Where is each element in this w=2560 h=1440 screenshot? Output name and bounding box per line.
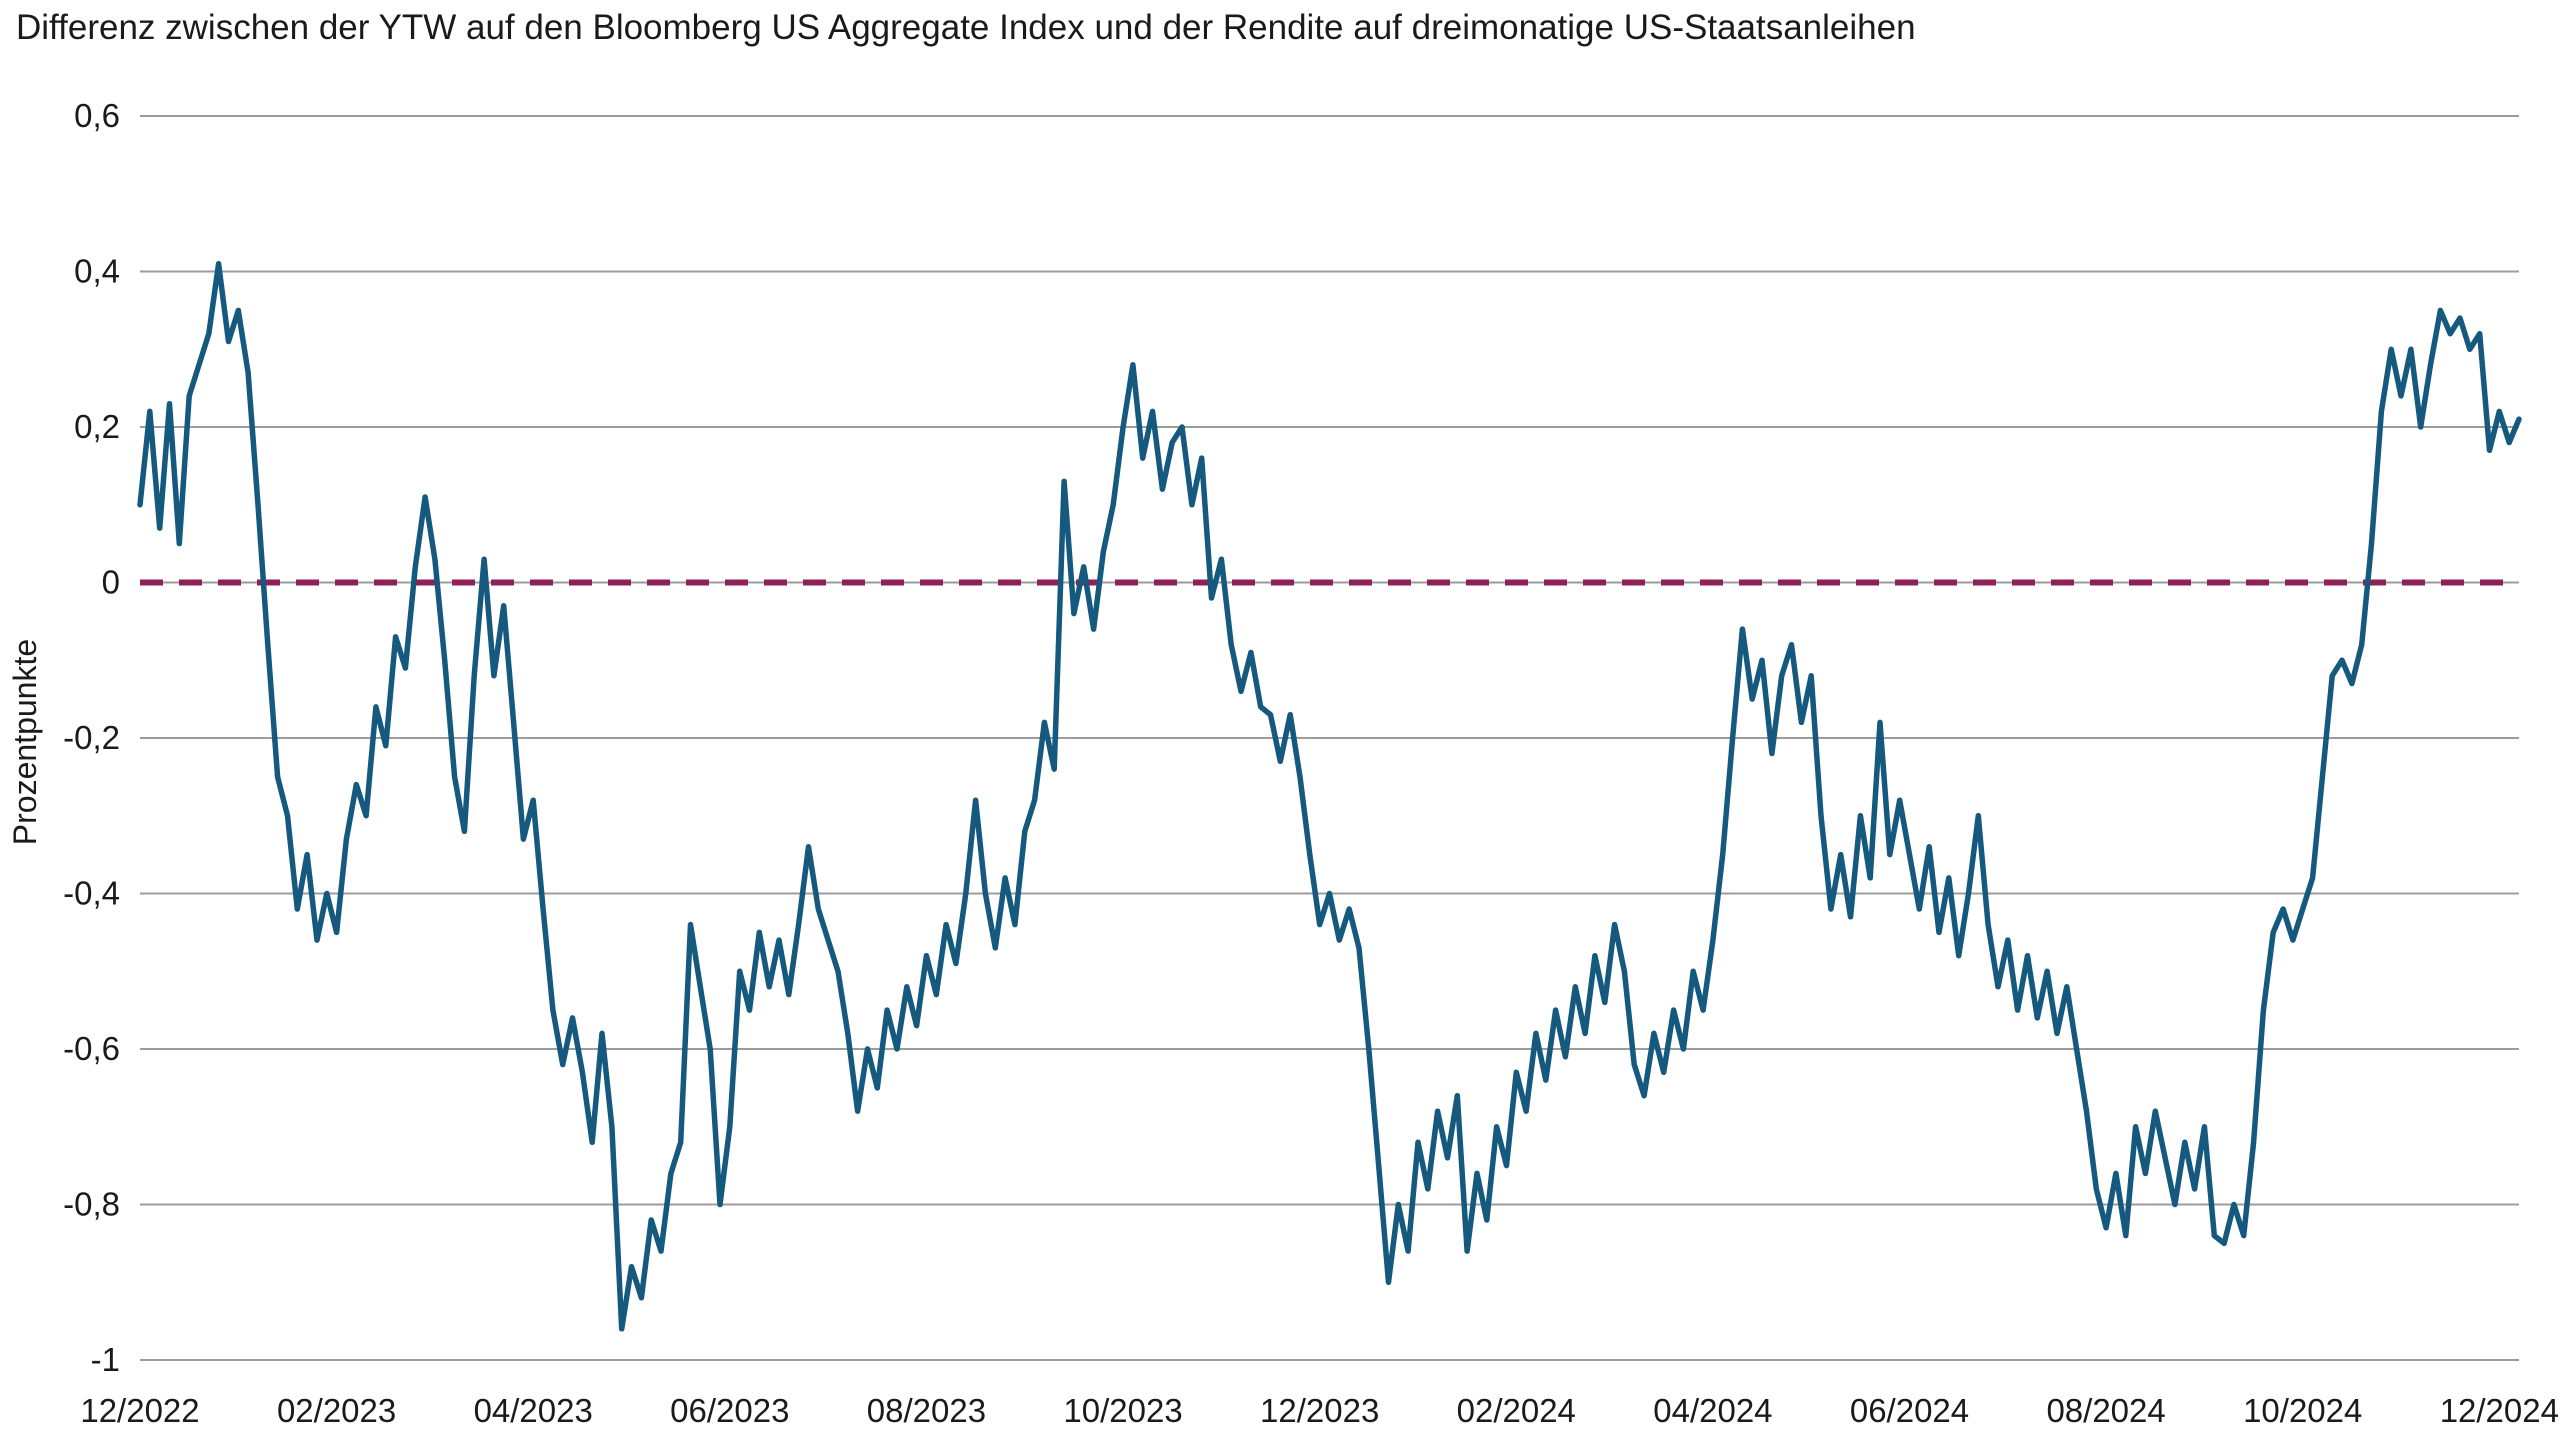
chart-title: Differenz zwischen der YTW auf den Bloom… [16,8,1916,47]
x-tick-label: 08/2024 [2046,1392,2165,1429]
x-tick-label: 02/2024 [1457,1392,1576,1429]
x-tick-label: 04/2024 [1653,1392,1772,1429]
y-tick-label: 0 [102,564,120,601]
y-tick-label: -0,8 [63,1186,120,1223]
x-tick-label: 10/2023 [1063,1392,1182,1429]
y-tick-label: 0,6 [74,97,120,134]
y-tick-label: -1 [91,1341,120,1378]
x-tick-label: 12/2022 [80,1392,199,1429]
x-tick-label: 06/2024 [1850,1392,1969,1429]
x-tick-label: 12/2023 [1260,1392,1379,1429]
y-tick-label: -0,2 [63,719,120,756]
x-tick-label: 02/2023 [277,1392,396,1429]
y-tick-label: 0,4 [74,253,120,290]
x-tick-label: 08/2023 [867,1392,986,1429]
x-tick-label: 12/2024 [2440,1392,2559,1429]
y-tick-label: 0,2 [74,408,120,445]
y-tick-label: -0,6 [63,1030,120,1067]
data-series-line [137,260,2522,1332]
x-tick-label: 10/2024 [2243,1392,2362,1429]
x-tick-label: 04/2023 [474,1392,593,1429]
y-tick-label: -0,4 [63,875,120,912]
x-tick-label: 06/2023 [670,1392,789,1429]
